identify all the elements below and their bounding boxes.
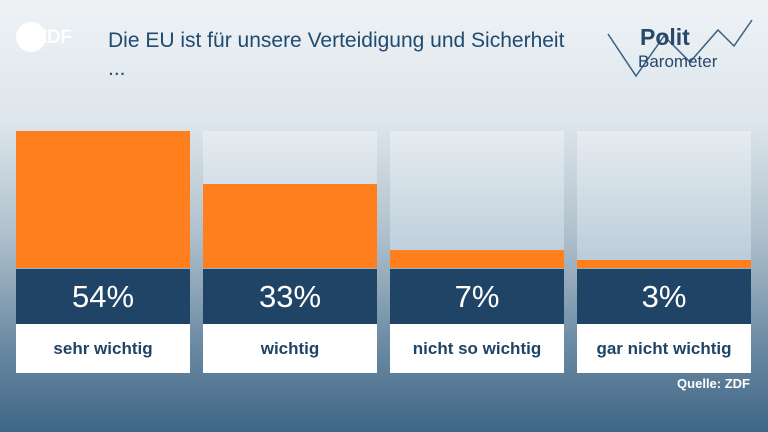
bar (16, 131, 190, 268)
politbarometer-line2: Barometer (638, 52, 718, 71)
politbarometer-line1: Polit (640, 24, 690, 50)
bar (390, 250, 564, 268)
politbarometer-zigzag-icon (607, 19, 753, 78)
bar (577, 260, 751, 268)
bar-category-label: wichtig (203, 324, 377, 373)
chart-title: Die EU ist für unsere Verteidigung und S… (108, 29, 565, 80)
bar-value-label: 7% (390, 269, 564, 324)
bar-category-label: sehr wichtig (16, 324, 190, 373)
zdf-logo-text: ZDF (36, 27, 72, 48)
bar-value-label: 3% (577, 269, 751, 324)
bar-track (577, 131, 751, 268)
politbarometer-logo: Polit Barometer (606, 14, 756, 90)
bar-category-label: nicht so wichtig (390, 324, 564, 373)
bar-value-label: 54% (16, 269, 190, 324)
zdf-logo: ZDF (16, 22, 88, 54)
source-label: Quelle: ZDF (677, 376, 750, 391)
bar (203, 184, 377, 268)
bar-category-label: gar nicht wichtig (577, 324, 751, 373)
bar-track (390, 131, 564, 268)
bar-value-label: 33% (203, 269, 377, 324)
zdf-logo-circle-icon (16, 22, 46, 52)
